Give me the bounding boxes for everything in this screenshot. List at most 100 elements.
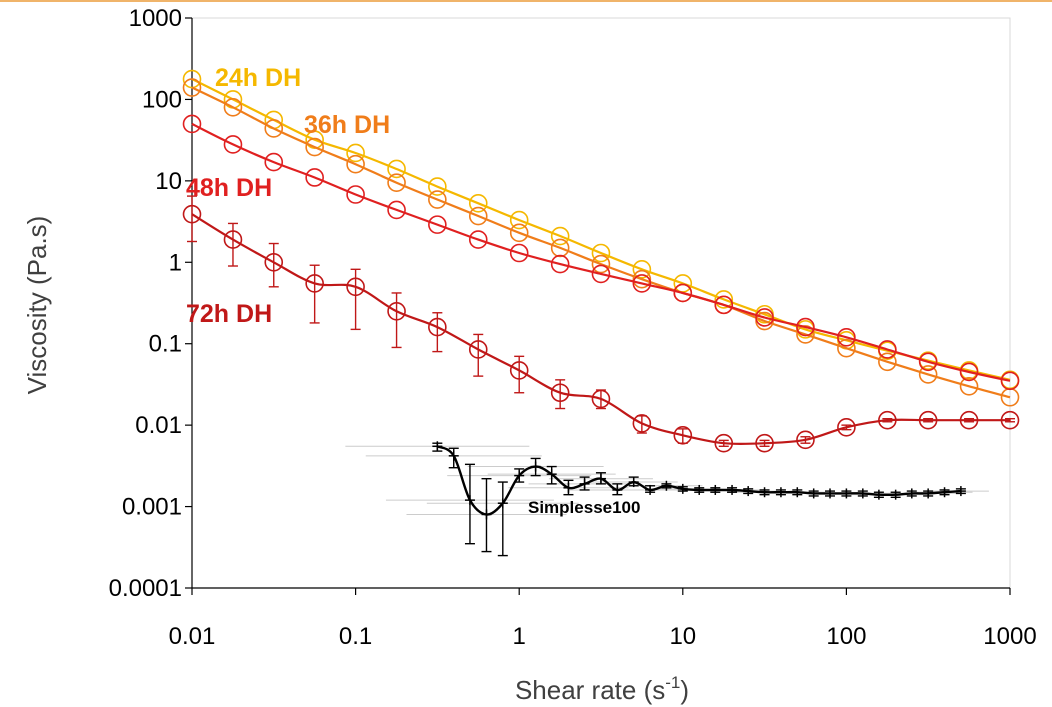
y-axis-label: Viscosity (Pa.s) bbox=[22, 216, 52, 395]
y-tick-label: 0.001 bbox=[122, 494, 182, 521]
data-point bbox=[223, 135, 243, 154]
data-point bbox=[632, 260, 652, 279]
data-point bbox=[632, 274, 652, 293]
data-point bbox=[1000, 410, 1020, 430]
data-point bbox=[918, 352, 938, 372]
data-point bbox=[550, 226, 570, 246]
data-point bbox=[509, 243, 529, 263]
data-point bbox=[673, 283, 693, 303]
series-line bbox=[191, 78, 1011, 381]
data-point bbox=[1000, 371, 1020, 391]
series-line bbox=[191, 86, 1011, 399]
series-label-simplesse: Simplesse100 bbox=[528, 498, 640, 517]
y-tick-label: 0.1 bbox=[149, 331, 182, 358]
data-point bbox=[591, 254, 611, 274]
data-point bbox=[468, 230, 488, 249]
data-point bbox=[428, 177, 447, 196]
y-tick-label: 1 bbox=[169, 249, 182, 276]
x-tick-label: 0.1 bbox=[339, 623, 372, 650]
series-line bbox=[436, 445, 961, 516]
data-point bbox=[878, 410, 897, 430]
series-line bbox=[191, 213, 1010, 446]
x-tick-label: 0.01 bbox=[169, 623, 216, 650]
y-tick-label: 0.01 bbox=[135, 412, 182, 439]
label-layer: 24h DH 36h DH 48h DH 72h DH Simplesse100 bbox=[186, 64, 640, 517]
data-point bbox=[305, 168, 324, 187]
data-point bbox=[264, 119, 284, 138]
data-point bbox=[591, 389, 611, 409]
data-point bbox=[468, 206, 488, 226]
data-point bbox=[223, 98, 243, 117]
x-tick-label: 1 bbox=[513, 623, 526, 650]
y-tick-label: 100 bbox=[142, 86, 182, 113]
data-point bbox=[509, 223, 529, 243]
top-rule bbox=[0, 0, 1052, 2]
data-point bbox=[837, 418, 856, 437]
series-simplesse100 bbox=[345, 441, 989, 557]
data-point bbox=[468, 194, 488, 213]
data-point bbox=[264, 152, 284, 172]
data-point bbox=[591, 264, 611, 284]
data-point bbox=[387, 302, 406, 321]
data-point bbox=[182, 78, 202, 97]
data-point bbox=[550, 383, 570, 403]
data-point bbox=[796, 325, 815, 344]
x-axis-label-sup: -1 bbox=[665, 673, 680, 692]
data-point bbox=[387, 173, 406, 192]
data-point bbox=[550, 254, 570, 274]
data-point bbox=[223, 230, 243, 249]
data-point bbox=[959, 376, 979, 396]
y-tick-label: 0.0001 bbox=[109, 575, 182, 602]
x-axis-label: Shear rate (s-1) bbox=[515, 673, 689, 705]
data-point bbox=[387, 200, 406, 220]
series-label-36h: 36h DH bbox=[304, 111, 390, 139]
data-point bbox=[878, 340, 897, 359]
data-point bbox=[714, 295, 734, 315]
data-point bbox=[509, 210, 529, 230]
y-tick-label: 10 bbox=[155, 168, 182, 195]
x-axis-label-close: ) bbox=[680, 675, 689, 705]
data-point bbox=[428, 215, 447, 234]
data-point bbox=[632, 414, 652, 433]
data-point bbox=[346, 154, 365, 174]
axes: 0.0001 0.001 0.01 0.1 1 10 100 1000 0.01 0.1 1 10 10… bbox=[109, 5, 1037, 650]
series-line bbox=[191, 122, 1011, 382]
data-point bbox=[182, 114, 202, 134]
data-point bbox=[550, 238, 570, 258]
data-point bbox=[346, 143, 365, 163]
data-point bbox=[918, 410, 938, 430]
data-point bbox=[755, 308, 774, 327]
x-tick-label: 10 bbox=[669, 623, 696, 650]
y-tick-label: 1000 bbox=[129, 5, 182, 32]
series-label-24h: 24h DH bbox=[215, 64, 301, 92]
data-point bbox=[837, 338, 856, 358]
data-point bbox=[878, 352, 897, 372]
data-point bbox=[428, 190, 447, 209]
series-48h-dh bbox=[182, 114, 1020, 391]
series-layer bbox=[182, 69, 1020, 557]
series-72h-dh bbox=[182, 195, 1020, 453]
data-point bbox=[959, 410, 979, 430]
data-point bbox=[591, 243, 611, 263]
data-point bbox=[305, 137, 324, 157]
data-point bbox=[796, 430, 815, 450]
data-point bbox=[182, 204, 202, 224]
data-point bbox=[428, 317, 447, 337]
data-point bbox=[264, 252, 284, 272]
data-point bbox=[305, 274, 324, 293]
data-point bbox=[509, 361, 529, 380]
series-label-48h: 48h DH bbox=[186, 174, 272, 202]
data-point bbox=[346, 277, 365, 297]
data-point bbox=[346, 185, 365, 204]
series-label-72h: 72h DH bbox=[186, 300, 272, 328]
data-point bbox=[387, 159, 406, 179]
data-point bbox=[837, 327, 856, 347]
x-axis-label-main: Shear rate (s bbox=[515, 675, 665, 705]
data-point bbox=[632, 269, 652, 289]
data-point bbox=[714, 290, 734, 309]
x-tick-label: 100 bbox=[826, 623, 866, 650]
data-point bbox=[796, 317, 815, 337]
data-point bbox=[673, 426, 693, 445]
data-point bbox=[918, 365, 938, 384]
